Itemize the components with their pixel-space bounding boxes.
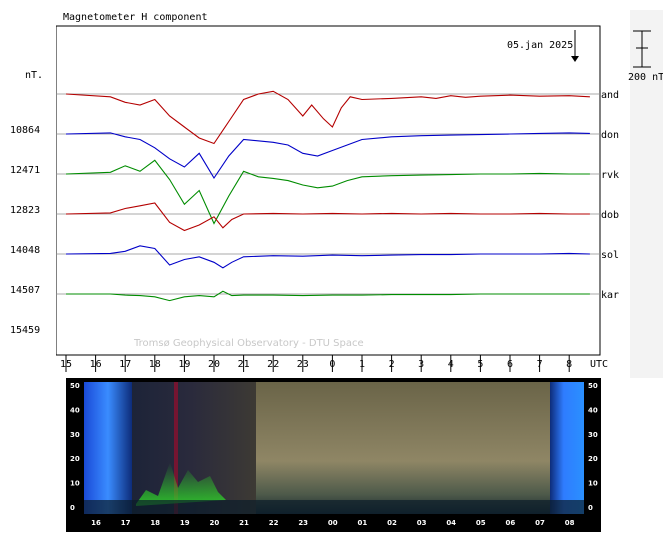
x-tick-label: 1 [359, 359, 365, 370]
keogram-y-label-right: 0 [588, 504, 593, 512]
keogram-y-label-left: 10 [70, 480, 80, 488]
date-label: 05.jan 2025 [507, 40, 573, 51]
keogram-y-label-left: 20 [70, 455, 80, 463]
x-tick-label: 2 [389, 359, 395, 370]
x-tick-label: 5 [477, 359, 483, 370]
x-tick-label: 4 [448, 359, 454, 370]
baseline-value: 15459 [10, 325, 40, 336]
right-margin-box [630, 10, 663, 378]
keogram-twilight-left [84, 382, 132, 514]
x-tick-label: 18 [149, 359, 161, 370]
trace-sol [65, 245, 590, 269]
watermark: Tromsø Geophysical Observatory - DTU Spa… [133, 338, 364, 349]
keogram-x-label: 21 [239, 519, 249, 527]
baseline-value: 10864 [10, 125, 40, 136]
x-tick-label: 20 [208, 359, 220, 370]
station-label-don: don [601, 130, 619, 141]
keogram-x-label: 01 [358, 519, 368, 527]
x-tick-label: 21 [238, 359, 250, 370]
x-tick-label: 19 [178, 359, 190, 370]
x-tick-label: 7 [537, 359, 543, 370]
left-margin-box [0, 0, 56, 378]
keogram-y-label-left: 50 [70, 382, 80, 390]
unit-label: nT. [25, 70, 43, 81]
baseline-value: 12471 [10, 165, 40, 176]
keogram-y-label-right: 50 [588, 382, 598, 390]
keogram-y-label-left: 0 [70, 504, 75, 512]
keogram-x-label: 22 [269, 519, 279, 527]
station-label-rvk: rvk [601, 170, 619, 181]
x-tick-label: 16 [90, 359, 102, 370]
x-tick-label: 3 [418, 359, 424, 370]
keogram-x-label: 06 [506, 519, 516, 527]
trace-dob [65, 202, 590, 232]
x-tick-label: 23 [297, 359, 309, 370]
x-tick-label: 6 [507, 359, 513, 370]
x-unit-label: UTC [590, 359, 608, 370]
keogram-y-label-right: 40 [588, 406, 598, 414]
keogram-x-label: 07 [535, 519, 545, 527]
x-tick-label: 8 [566, 359, 572, 370]
keogram-x-label: 02 [387, 519, 397, 527]
x-tick-label: 0 [329, 359, 335, 370]
keogram-horizon [84, 500, 584, 514]
keogram-x-label: 04 [446, 519, 456, 527]
keogram-x-label: 18 [150, 519, 160, 527]
station-label-dob: dob [601, 210, 619, 221]
keogram-x-label: 23 [298, 519, 308, 527]
keogram-aurora-green [136, 462, 226, 506]
plot-frame [55, 25, 601, 356]
keogram-x-label: 19 [180, 519, 190, 527]
keogram-x-label: 16 [91, 519, 101, 527]
keogram-y-label-left: 40 [70, 406, 80, 414]
keogram-y-label-left: 30 [70, 431, 80, 439]
keogram-x-label: 03 [417, 519, 427, 527]
keogram-y-label-right: 20 [588, 455, 598, 463]
keogram-x-label: 17 [121, 519, 131, 527]
x-tick-label: 22 [267, 359, 279, 370]
keogram-x-label: 08 [565, 519, 575, 527]
station-label-and: and [601, 90, 619, 101]
keogram-x-label: 00 [328, 519, 338, 527]
station-label-kar: kar [601, 290, 619, 301]
chart-title: Magnetometer H component [63, 12, 208, 23]
keogram-red-streak [174, 382, 178, 514]
x-tick-label: 15 [60, 359, 72, 370]
baseline-value: 14048 [10, 245, 40, 256]
station-label-sol: sol [601, 250, 619, 261]
keogram-y-label-right: 30 [588, 431, 598, 439]
trace-rvk [65, 159, 590, 225]
magnetometer-chart: Magnetometer H component nT. 05.jan 2025… [0, 0, 663, 378]
baseline-value: 14507 [10, 285, 40, 296]
keogram-x-label: 20 [210, 519, 220, 527]
keogram-x-label: 05 [476, 519, 486, 527]
trace-kar [66, 290, 590, 302]
x-tick-label: 17 [119, 359, 131, 370]
date-arrow-head [571, 56, 579, 62]
trace-don [65, 132, 590, 180]
keogram-twilight-right [550, 382, 584, 514]
keogram-y-label-right: 10 [588, 480, 598, 488]
scale-bar-label: 200 nT [628, 72, 663, 83]
trace-and [65, 90, 590, 145]
keogram-panel: 16 17 18 19 20 21 22 23 00 01 02 03 04 05 06 07 08 50 50 40… [66, 378, 601, 532]
baseline-value: 12823 [10, 205, 40, 216]
